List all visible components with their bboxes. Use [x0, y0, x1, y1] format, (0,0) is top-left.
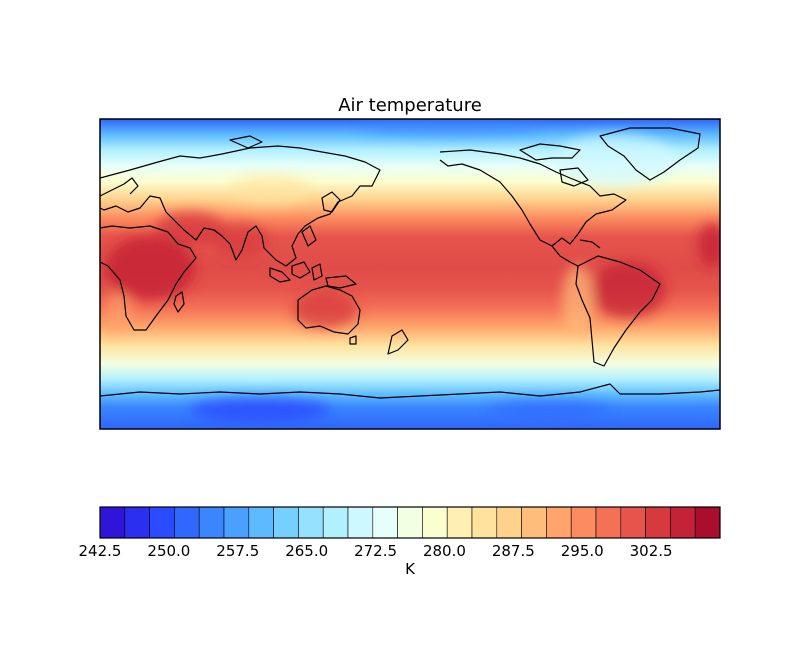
colorbar-swatch	[124, 506, 150, 539]
india-warm-core	[212, 222, 268, 258]
colorbar-swatch	[570, 506, 597, 539]
coast-south-america	[575, 255, 661, 367]
coast-tasmania	[349, 335, 357, 345]
colorbar-tick-label: 302.5	[630, 542, 673, 560]
west-africa-warm-core	[698, 223, 720, 267]
colorbar-swatch	[595, 506, 622, 539]
coast-borneo	[291, 261, 311, 279]
colorbar-swatch	[347, 506, 374, 539]
arctic-cold	[360, 120, 540, 136]
greenland-cold	[555, 134, 675, 186]
colorbar-tick-label: 287.5	[492, 542, 535, 560]
coast-sumatra	[269, 267, 291, 283]
temperature-map	[100, 119, 720, 429]
coast-arctic-archipelago	[519, 143, 581, 161]
map-title: Air temperature	[338, 95, 482, 116]
coastlines	[100, 127, 720, 399]
colorbar-swatch	[223, 506, 250, 539]
colorbar-tick-label: 242.5	[79, 542, 122, 560]
colorbar-swatch	[670, 506, 696, 539]
coast-antarctica	[100, 383, 720, 399]
colorbar-swatch	[372, 506, 398, 539]
colorbar-tick-label: 265.0	[285, 542, 328, 560]
coast-new-guinea	[325, 275, 357, 289]
australia-warm-core	[293, 292, 357, 328]
colorbar: 242.5 250.0 257.5 265.0 272.5 280.0 287.5 295.0…	[79, 506, 721, 560]
colorbar-swatch	[471, 506, 498, 539]
colorbar-swatch	[149, 506, 175, 539]
colorbar-tick-label: 257.5	[216, 542, 259, 560]
colorbar-swatch	[397, 506, 423, 539]
coast-greenland	[599, 127, 701, 181]
coast-eurasia	[100, 145, 381, 267]
colorbar-tick-label: 280.0	[423, 542, 466, 560]
colorbar-tick-label: 250.0	[147, 542, 190, 560]
arabia-warm-core	[155, 212, 225, 244]
coast-caribbean	[579, 239, 601, 249]
coast-central-america	[551, 245, 579, 267]
colorbar-swatch	[446, 506, 473, 539]
colorbar-swatch	[694, 506, 721, 539]
colorbar-swatch	[422, 506, 448, 539]
benguela-cool-tongue	[104, 292, 132, 332]
east-antarctica-cold	[190, 398, 330, 422]
coast-japan	[321, 191, 341, 213]
colorbar-swatch	[322, 506, 349, 539]
coast-europe	[100, 177, 139, 197]
colorbar-tick-label: 272.5	[354, 542, 397, 560]
coast-new-zealand	[387, 329, 409, 355]
colorbar-swatch	[546, 506, 572, 539]
coast-madagascar	[173, 291, 185, 313]
africa-warm-core	[105, 236, 195, 300]
colorbar-frame	[99, 506, 721, 539]
colorbar-swatch	[620, 506, 646, 539]
temperature-anomalies	[104, 120, 720, 422]
colorbar-swatch	[198, 506, 225, 539]
coast-north-america	[439, 149, 627, 247]
colorbar-swatch	[99, 506, 126, 539]
colorbar-swatch	[298, 506, 324, 539]
coast-africa	[100, 225, 197, 331]
colorbar-swatch	[174, 506, 200, 539]
central-asia-cool	[230, 174, 310, 206]
coast-sulawesi	[311, 263, 323, 281]
colorbar-swatch	[248, 506, 274, 539]
coast-novaya-zemlya	[229, 135, 263, 149]
coast-australia	[297, 285, 361, 335]
south-america-warm-core	[590, 262, 666, 318]
colorbar-swatch	[496, 506, 522, 539]
colorbar-swatch	[273, 506, 299, 539]
coast-philippines	[301, 225, 317, 247]
peru-cool-tongue	[562, 265, 594, 335]
colorbar-label: K	[405, 560, 416, 578]
west-antarctica-cold	[490, 400, 610, 420]
map-frame	[99, 118, 721, 430]
colorbar-tick-label: 295.0	[561, 542, 604, 560]
colorbar-swatch	[645, 506, 671, 539]
coast-hudson-bay	[559, 167, 589, 187]
colorbar-swatch	[521, 506, 547, 539]
